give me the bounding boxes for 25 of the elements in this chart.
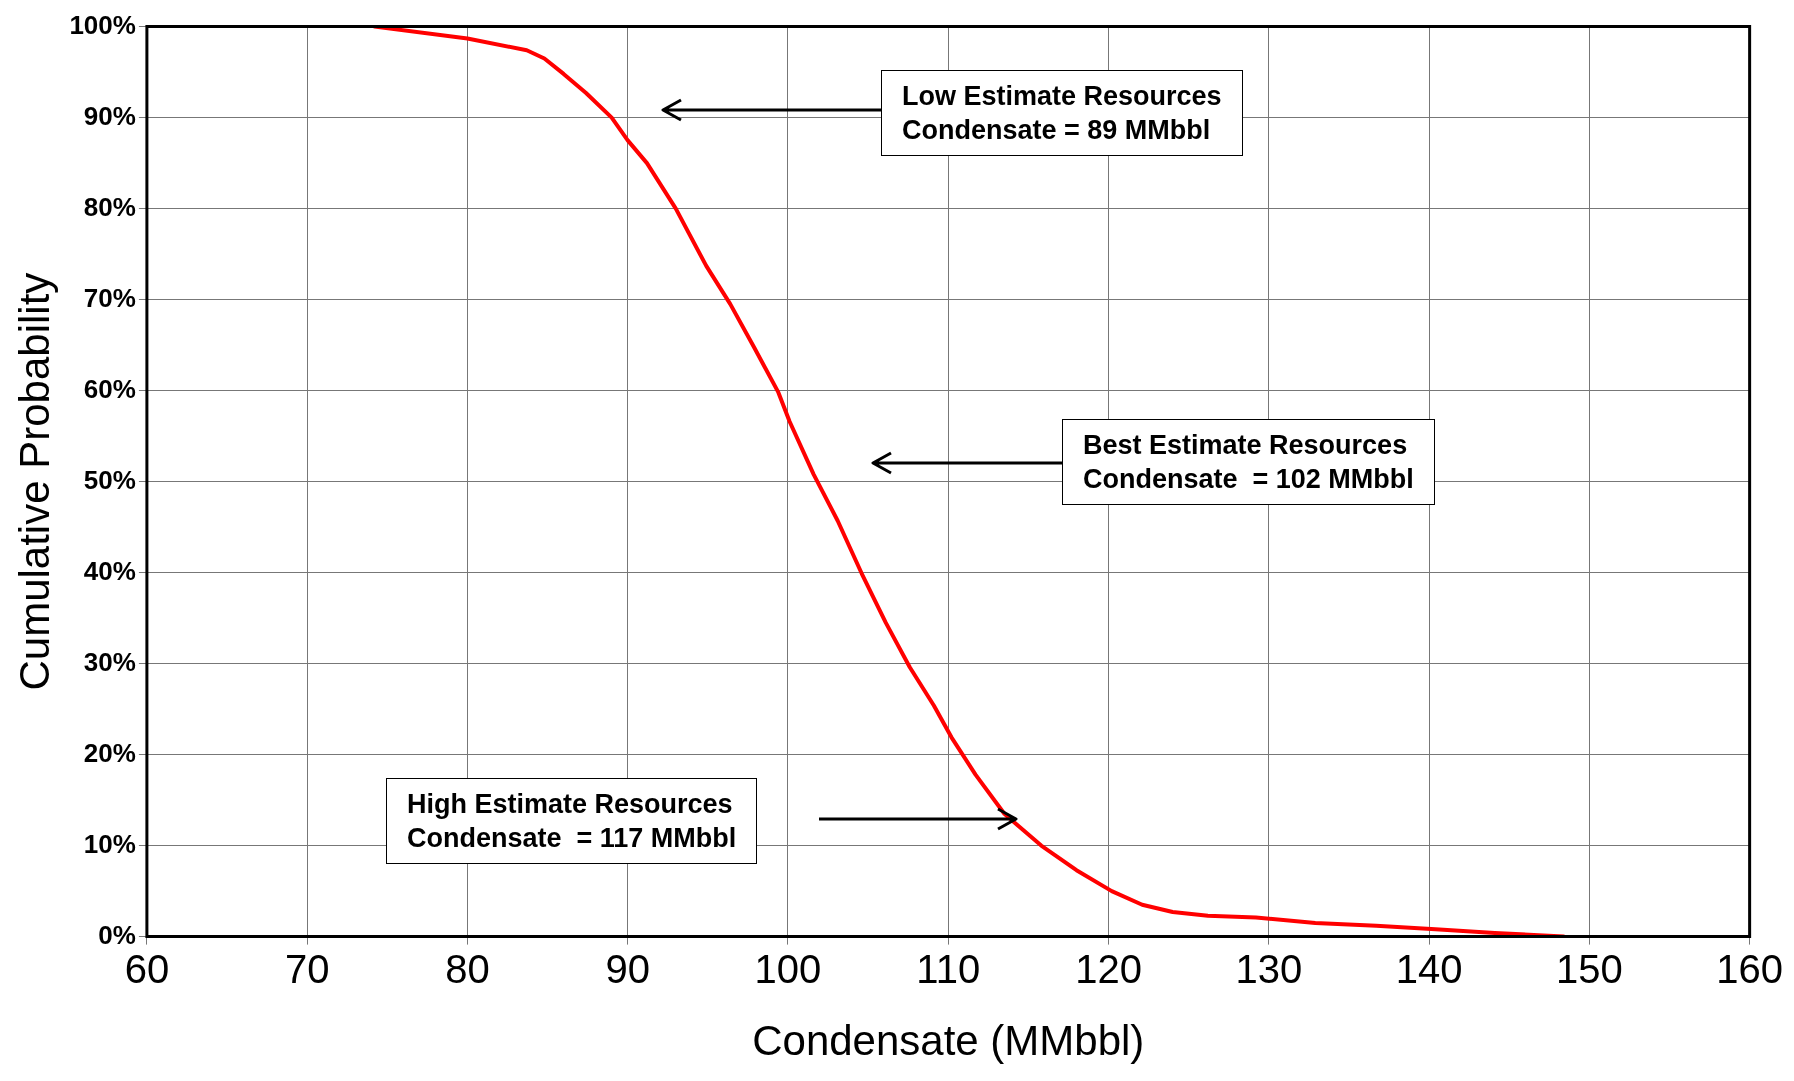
y-tick-label: 10% (83, 828, 136, 859)
annotation: High Estimate Resources Condensate = 117 MMbbl (386, 778, 758, 864)
y-tick-label: 20% (83, 737, 136, 768)
annotation: Low Estimate Resources Condensate = 89 MMbbl (881, 70, 1243, 156)
annotation: Best Estimate Resources Condensate = 102 MMbbl (1062, 419, 1435, 505)
y-tick-label: 50% (83, 464, 136, 495)
y-axis-title: Cumulative Probability (10, 272, 58, 691)
x-tick-label: 70 (284, 946, 330, 991)
x-tick-label: 90 (605, 946, 650, 991)
y-tick-label: 100% (69, 9, 136, 40)
x-tick-label: 130 (1235, 946, 1303, 991)
x-tick-label: 100 (754, 946, 822, 991)
y-tick-label: 70% (83, 282, 136, 313)
y-tick-label: 90% (83, 100, 136, 131)
x-tick-label: 150 (1555, 946, 1623, 991)
x-tick-label: 80 (445, 946, 490, 991)
y-tick-label: 40% (83, 555, 136, 586)
x-tick-label: 120 (1075, 946, 1142, 991)
y-tick-label: 80% (83, 191, 136, 222)
x-tick-label: 140 (1395, 946, 1463, 991)
x-tick-label: 110 (916, 946, 981, 991)
y-tick-label: 60% (83, 373, 136, 404)
x-axis-title: Condensate (MMbbl) (752, 1017, 1145, 1065)
x-tick-label: 160 (1716, 946, 1784, 991)
y-tick-label: 30% (83, 646, 136, 677)
